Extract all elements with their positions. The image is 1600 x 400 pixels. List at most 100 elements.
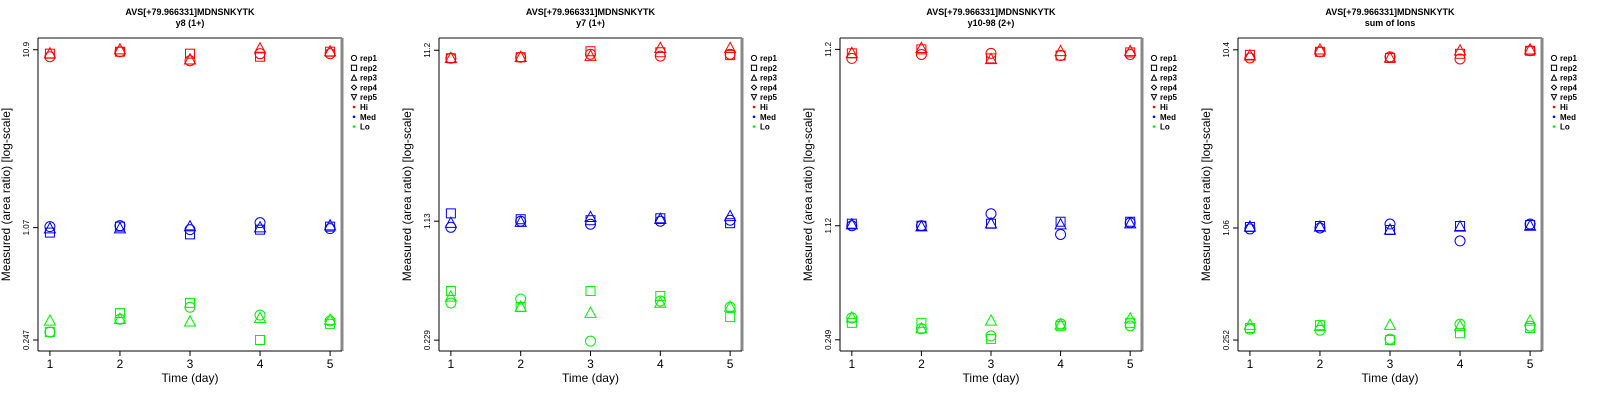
legend-label-rep5: rep5	[1160, 93, 1177, 102]
data-point-lo-rep1	[445, 297, 457, 309]
data-point-med-rep1	[1454, 235, 1466, 247]
data-point-lo-rep2	[114, 308, 125, 319]
y-tick-label: 1.12	[824, 217, 833, 233]
x-tick-label: 3	[1387, 357, 1394, 371]
x-tick-label: 5	[727, 357, 734, 371]
legend-marker-rep1	[1550, 54, 1558, 62]
legend-label-hi: Hi	[1560, 103, 1568, 112]
data-point-med-rep1	[1244, 223, 1256, 235]
data-point-lo-rep2	[916, 317, 927, 328]
legend-marker-lo	[752, 125, 756, 128]
data-point-lo-rep2	[44, 327, 55, 338]
data-point-lo-rep2	[445, 285, 456, 296]
y-tick-label: 1.13	[423, 213, 432, 229]
x-tick-label: 3	[988, 357, 995, 371]
data-point-med-rep3	[444, 216, 458, 228]
y-tick-label: 0.249	[824, 329, 833, 350]
x-tick-label: 4	[257, 357, 264, 371]
data-point-med-rep3	[113, 221, 127, 234]
legend-label-rep3: rep3	[1560, 74, 1577, 83]
data-point-lo-rep3	[723, 300, 737, 312]
x-tick-label: 5	[1527, 357, 1534, 371]
data-point-med-rep3	[323, 218, 337, 231]
legend-label-rep4: rep4	[1160, 83, 1177, 92]
chart-title: AVS[+79.966331]MDNSNKYTK	[1325, 7, 1455, 17]
legend-label-rep3: rep3	[360, 74, 377, 83]
legend-label-rep1: rep1	[360, 54, 377, 63]
data-point-med-rep3	[653, 212, 667, 224]
data-point-hi-rep1	[846, 52, 858, 64]
legend-label-med: Med	[1160, 113, 1176, 122]
data-point-hi-rep3	[984, 52, 998, 65]
x-tick-label: 5	[327, 357, 334, 371]
legend-marker-lo	[1152, 125, 1156, 128]
data-point-hi-rep3	[1523, 42, 1537, 55]
legend-marker-rep1	[350, 54, 358, 62]
legend-marker-rep3	[750, 73, 758, 81]
x-tick-label: 4	[657, 357, 664, 371]
legend-label-hi: Hi	[360, 103, 368, 112]
data-point-hi-rep3	[183, 52, 197, 65]
legend-marker-rep4	[1550, 84, 1558, 91]
data-point-hi-rep2	[1125, 47, 1136, 58]
x-axis-label: Time (day)	[562, 371, 619, 385]
data-point-hi-rep3	[514, 50, 528, 62]
data-point-med-rep2	[325, 221, 336, 232]
y-axis-label: Measured (area ratio) [log-scale]	[0, 108, 13, 281]
legend-label-lo: Lo	[760, 123, 770, 132]
y-axis-label: Measured (area ratio) [log-scale]	[1199, 108, 1213, 281]
y-tick-label: 11.2	[423, 42, 432, 58]
data-point-med-rep3	[915, 219, 928, 232]
x-tick-label: 3	[187, 357, 194, 371]
data-point-med-rep1	[254, 217, 266, 229]
data-point-lo-rep1	[985, 330, 997, 342]
x-tick-label: 1	[448, 357, 455, 371]
legend-marker-lo	[1552, 125, 1556, 128]
legend-marker-lo	[352, 125, 356, 128]
legend-marker-rep5	[1150, 94, 1158, 101]
legend-marker-hi	[1552, 105, 1556, 109]
data-point-lo-rep1	[1124, 320, 1136, 332]
legend-label-lo: Lo	[1560, 123, 1570, 132]
data-point-med-rep1	[654, 215, 666, 227]
data-point-lo-rep2	[1385, 335, 1395, 346]
data-point-lo-rep3	[653, 295, 667, 308]
legend-marker-hi	[1152, 105, 1156, 109]
data-point-lo-rep3	[1453, 319, 1467, 331]
chart-subtitle: y8 (1+)	[176, 18, 205, 28]
data-point-hi-rep3	[444, 51, 458, 63]
data-point-hi-rep3	[915, 41, 928, 54]
data-point-med-rep3	[1313, 219, 1327, 232]
data-point-lo-rep2	[325, 318, 336, 329]
data-point-lo-rep3	[323, 313, 337, 325]
legend-label-lo: Lo	[360, 123, 370, 132]
chart-subtitle: sum of Ions	[1365, 18, 1416, 28]
data-point-med-rep3	[1123, 216, 1137, 229]
data-point-hi-rep3	[1313, 42, 1327, 55]
data-point-hi-rep3	[653, 41, 667, 53]
legend-marker-rep2	[1150, 64, 1158, 71]
legend-marker-med	[352, 115, 356, 119]
legend-marker-rep5	[750, 94, 758, 101]
y-axis-label: Measured (area ratio) [log-scale]	[801, 108, 815, 281]
data-point-med-rep3	[514, 215, 528, 227]
data-point-hi-rep3	[323, 44, 337, 57]
data-point-lo-rep3	[1054, 317, 1067, 330]
legend-marker-rep2	[350, 64, 358, 71]
legend-label-lo: Lo	[1160, 123, 1170, 132]
data-point-lo-rep3	[1243, 318, 1257, 330]
x-axis-label: Time (day)	[162, 371, 219, 385]
data-point-med-rep2	[185, 229, 195, 240]
data-point-lo-rep3	[444, 289, 458, 302]
legend-marker-hi	[752, 105, 756, 109]
legend-marker-rep1	[1150, 54, 1158, 62]
data-point-hi-rep1	[985, 47, 997, 59]
x-tick-label: 2	[117, 357, 124, 371]
y-tick-label: 10.4	[1222, 41, 1231, 57]
legend-label-rep2: rep2	[1560, 64, 1577, 73]
x-tick-label: 5	[1127, 357, 1134, 371]
legend-label-rep1: rep1	[1160, 54, 1177, 63]
x-tick-label: 2	[517, 357, 524, 371]
data-point-med-rep3	[984, 216, 998, 229]
